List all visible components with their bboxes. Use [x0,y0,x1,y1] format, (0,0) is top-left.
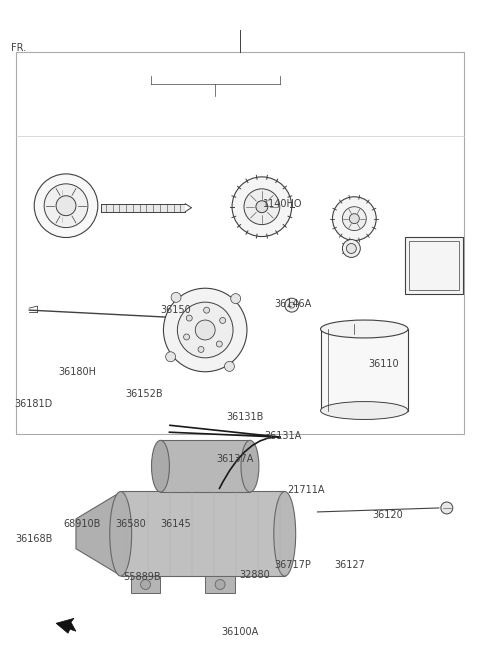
Text: 36717P: 36717P [274,560,311,570]
Circle shape [256,201,268,213]
Text: 36131A: 36131A [264,430,301,441]
Bar [120,491,285,576]
Polygon shape [131,576,160,593]
Text: 32880: 32880 [239,570,270,579]
Circle shape [342,240,360,258]
Text: 36180H: 36180H [59,367,97,376]
Text: FR.: FR. [11,43,25,53]
Ellipse shape [241,440,259,492]
Text: 68910B: 68910B [64,520,101,530]
Circle shape [195,320,215,340]
Circle shape [225,361,234,371]
Ellipse shape [321,401,408,419]
Circle shape [232,177,292,237]
Text: 36137A: 36137A [216,454,254,464]
Circle shape [220,317,226,323]
Ellipse shape [321,320,408,338]
Circle shape [216,341,222,347]
Circle shape [342,207,366,231]
Bar [409,240,459,290]
Text: 36580: 36580 [115,520,145,530]
Circle shape [183,334,190,340]
Bar [101,204,185,212]
Circle shape [198,346,204,352]
Circle shape [347,244,356,254]
Circle shape [186,315,192,321]
Circle shape [215,579,225,589]
Polygon shape [205,576,235,593]
Polygon shape [56,618,76,633]
Circle shape [441,502,453,514]
Ellipse shape [274,491,296,576]
Bar [160,440,250,492]
Circle shape [164,288,247,372]
Text: 36127: 36127 [335,560,365,570]
Circle shape [34,174,98,238]
Circle shape [56,196,76,215]
Text: 36120: 36120 [372,510,403,520]
Circle shape [204,307,210,313]
Circle shape [244,189,280,225]
Text: 36131B: 36131B [226,413,264,422]
Circle shape [349,214,360,223]
Circle shape [166,351,176,362]
Text: 21711A: 21711A [287,486,324,495]
Text: 36146A: 36146A [274,299,311,309]
Polygon shape [76,492,120,576]
Ellipse shape [152,440,169,492]
Text: 36110: 36110 [368,359,398,369]
Ellipse shape [110,491,132,576]
Circle shape [171,292,181,302]
Circle shape [288,302,295,308]
Text: 36145: 36145 [160,520,191,530]
Circle shape [285,298,299,312]
Text: 36168B: 36168B [15,534,52,544]
Circle shape [178,302,233,358]
Bar [405,237,463,294]
Bar [321,329,408,411]
Circle shape [231,294,240,304]
Circle shape [141,579,151,589]
Text: 55889B: 55889B [123,572,161,581]
Text: 1140HO: 1140HO [263,199,303,210]
Text: 36150: 36150 [160,306,191,315]
Circle shape [44,184,88,227]
Text: 36152B: 36152B [126,390,163,399]
Text: 36100A: 36100A [221,627,259,637]
Circle shape [333,196,376,240]
Text: 36181D: 36181D [14,399,52,409]
Bar [16,52,464,434]
